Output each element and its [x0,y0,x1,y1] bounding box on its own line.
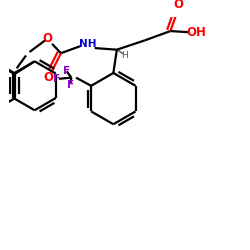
Text: F: F [67,80,74,90]
Text: F: F [53,74,60,84]
Text: F: F [63,66,70,76]
Text: O: O [42,32,52,45]
Text: O: O [43,71,53,84]
Text: H: H [122,51,128,60]
Text: O: O [174,0,184,11]
Text: NH: NH [79,39,96,49]
Text: OH: OH [187,26,207,39]
